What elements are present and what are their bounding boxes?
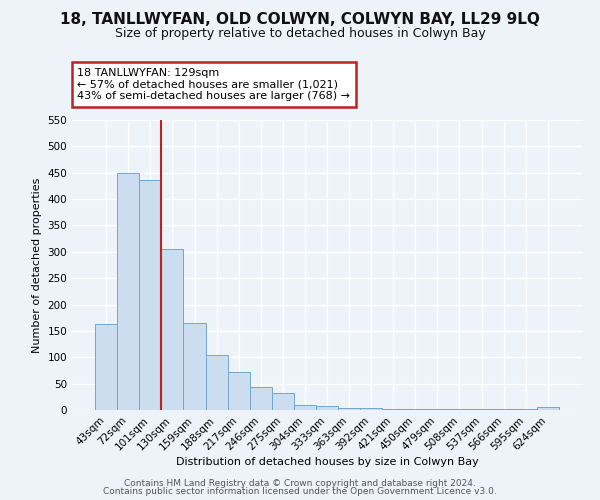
Bar: [316, 406, 338, 410]
Bar: [95, 324, 117, 410]
Text: 18 TANLLWYFAN: 129sqm
← 57% of detached houses are smaller (1,021)
43% of semi-d: 18 TANLLWYFAN: 129sqm ← 57% of detached …: [77, 68, 350, 101]
Bar: [250, 387, 272, 410]
Bar: [272, 392, 294, 410]
Text: Contains public sector information licensed under the Open Government Licence v3: Contains public sector information licen…: [103, 487, 497, 496]
Bar: [184, 323, 206, 410]
Bar: [206, 354, 227, 410]
X-axis label: Distribution of detached houses by size in Colwyn Bay: Distribution of detached houses by size …: [176, 458, 478, 468]
Bar: [427, 409, 448, 410]
Bar: [404, 409, 427, 410]
Bar: [294, 404, 316, 410]
Bar: [515, 409, 537, 410]
Y-axis label: Number of detached properties: Number of detached properties: [32, 178, 42, 352]
Bar: [470, 409, 493, 410]
Bar: [360, 408, 382, 410]
Text: Size of property relative to detached houses in Colwyn Bay: Size of property relative to detached ho…: [115, 28, 485, 40]
Bar: [493, 409, 515, 410]
Bar: [161, 249, 184, 410]
Bar: [117, 174, 139, 410]
Bar: [139, 180, 161, 410]
Bar: [537, 408, 559, 410]
Text: Contains HM Land Registry data © Crown copyright and database right 2024.: Contains HM Land Registry data © Crown c…: [124, 478, 476, 488]
Bar: [448, 409, 470, 410]
Bar: [382, 409, 404, 410]
Bar: [227, 372, 250, 410]
Text: 18, TANLLWYFAN, OLD COLWYN, COLWYN BAY, LL29 9LQ: 18, TANLLWYFAN, OLD COLWYN, COLWYN BAY, …: [60, 12, 540, 28]
Bar: [338, 408, 360, 410]
